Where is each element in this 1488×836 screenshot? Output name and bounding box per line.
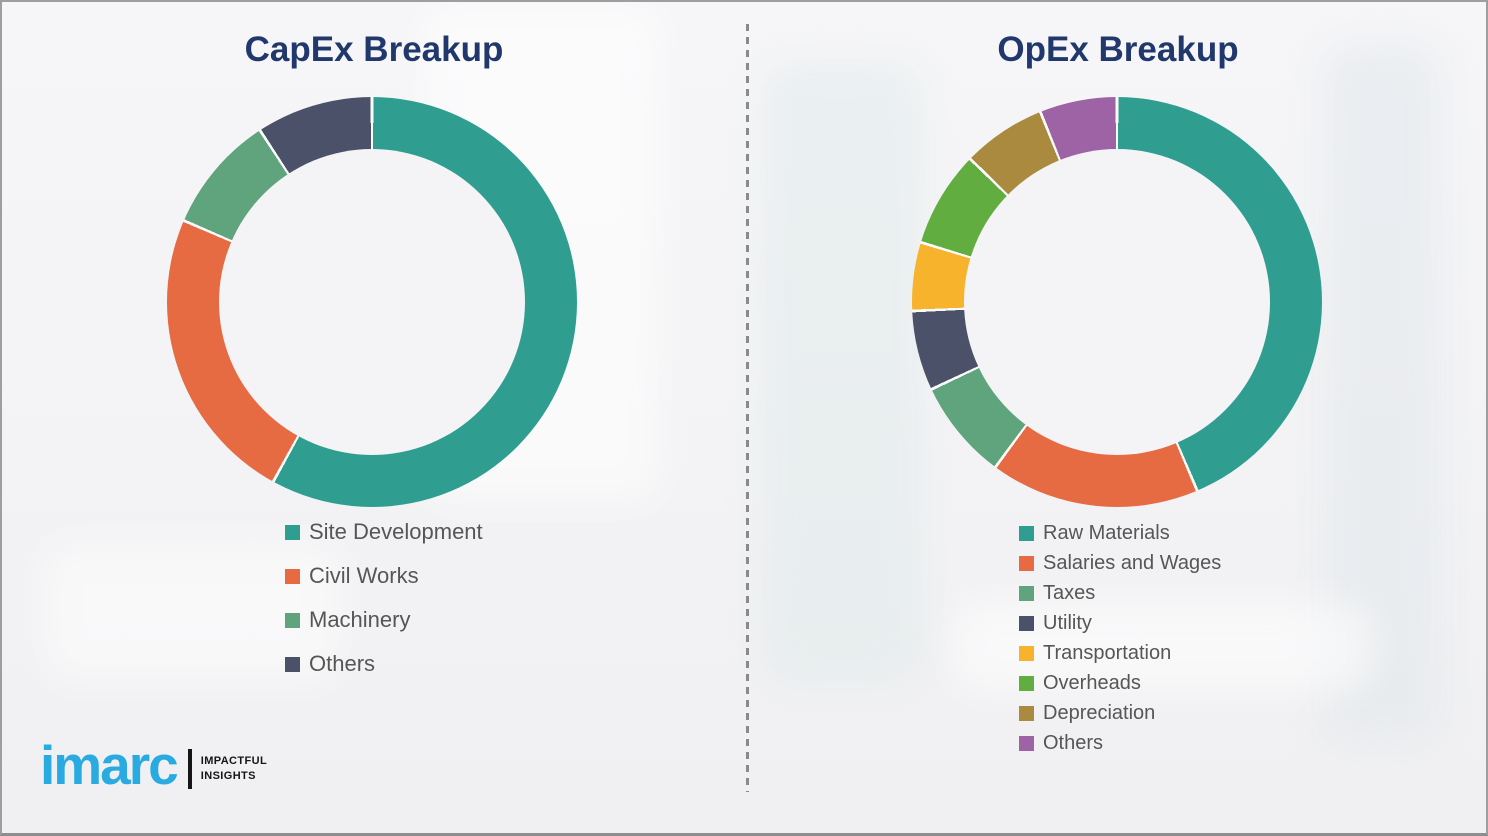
imarc-tagline: IMPACTFUL INSIGHTS [201, 754, 267, 783]
legend-item: Depreciation [1019, 698, 1221, 728]
legend-item: Utility [1019, 608, 1221, 638]
logo-separator-bar [187, 748, 192, 789]
legend-swatch-icon [285, 656, 300, 672]
opex-donut-chart [912, 97, 1322, 507]
capex-donut-chart [167, 97, 577, 507]
tagline-line-1: IMPACTFUL [200, 755, 268, 768]
legend-swatch-icon [1019, 525, 1034, 541]
imarc-wordmark: imarc [40, 734, 179, 796]
legend-label: Others [1043, 731, 1104, 754]
tagline-line-2: INSIGHTS [200, 769, 256, 782]
legend-swatch-icon [1019, 645, 1034, 661]
legend-swatch-icon [285, 612, 300, 628]
capex-legend: Site Development Civil Works Machinery O… [285, 510, 483, 686]
legend-label: Utility [1043, 611, 1092, 634]
legend-item: Site Development [285, 510, 483, 554]
legend-label: Raw Materials [1043, 521, 1170, 544]
legend-swatch-icon [1019, 615, 1034, 631]
legend-item: Salaries and Wages [1019, 548, 1221, 578]
legend-item: Transportation [1019, 638, 1221, 668]
legend-swatch-icon [285, 524, 300, 540]
opex-legend: Raw Materials Salaries and Wages Taxes U… [1019, 518, 1221, 758]
legend-item: Machinery [285, 598, 483, 642]
legend-label: Transportation [1043, 641, 1172, 664]
legend-item: Overheads [1019, 668, 1221, 698]
legend-item: Raw Materials [1019, 518, 1221, 548]
legend-label: Civil Works [309, 563, 419, 588]
opex-chart-title: OpEx Breakup [997, 30, 1239, 69]
legend-item: Others [1019, 728, 1221, 758]
capex-chart-title: CapEx Breakup [244, 30, 504, 69]
legend-swatch-icon [1019, 555, 1034, 571]
legend-item: Civil Works [285, 554, 483, 598]
legend-label: Taxes [1043, 581, 1096, 604]
legend-label: Salaries and Wages [1043, 551, 1222, 574]
legend-swatch-icon [1019, 735, 1034, 751]
legend-label: Depreciation [1043, 701, 1156, 724]
legend-swatch-icon [1019, 705, 1034, 721]
legend-label: Others [309, 651, 376, 676]
legend-swatch-icon [1019, 675, 1034, 691]
legend-label: Overheads [1043, 671, 1141, 694]
imarc-logo: imarc IMPACTFUL INSIGHTS [40, 738, 267, 793]
legend-item: Taxes [1019, 578, 1221, 608]
dashed-divider-line [746, 24, 749, 792]
legend-swatch-icon [285, 568, 300, 584]
legend-swatch-icon [1019, 585, 1034, 601]
legend-label: Site Development [309, 519, 483, 544]
legend-item: Others [285, 642, 483, 686]
legend-label: Machinery [309, 607, 411, 632]
